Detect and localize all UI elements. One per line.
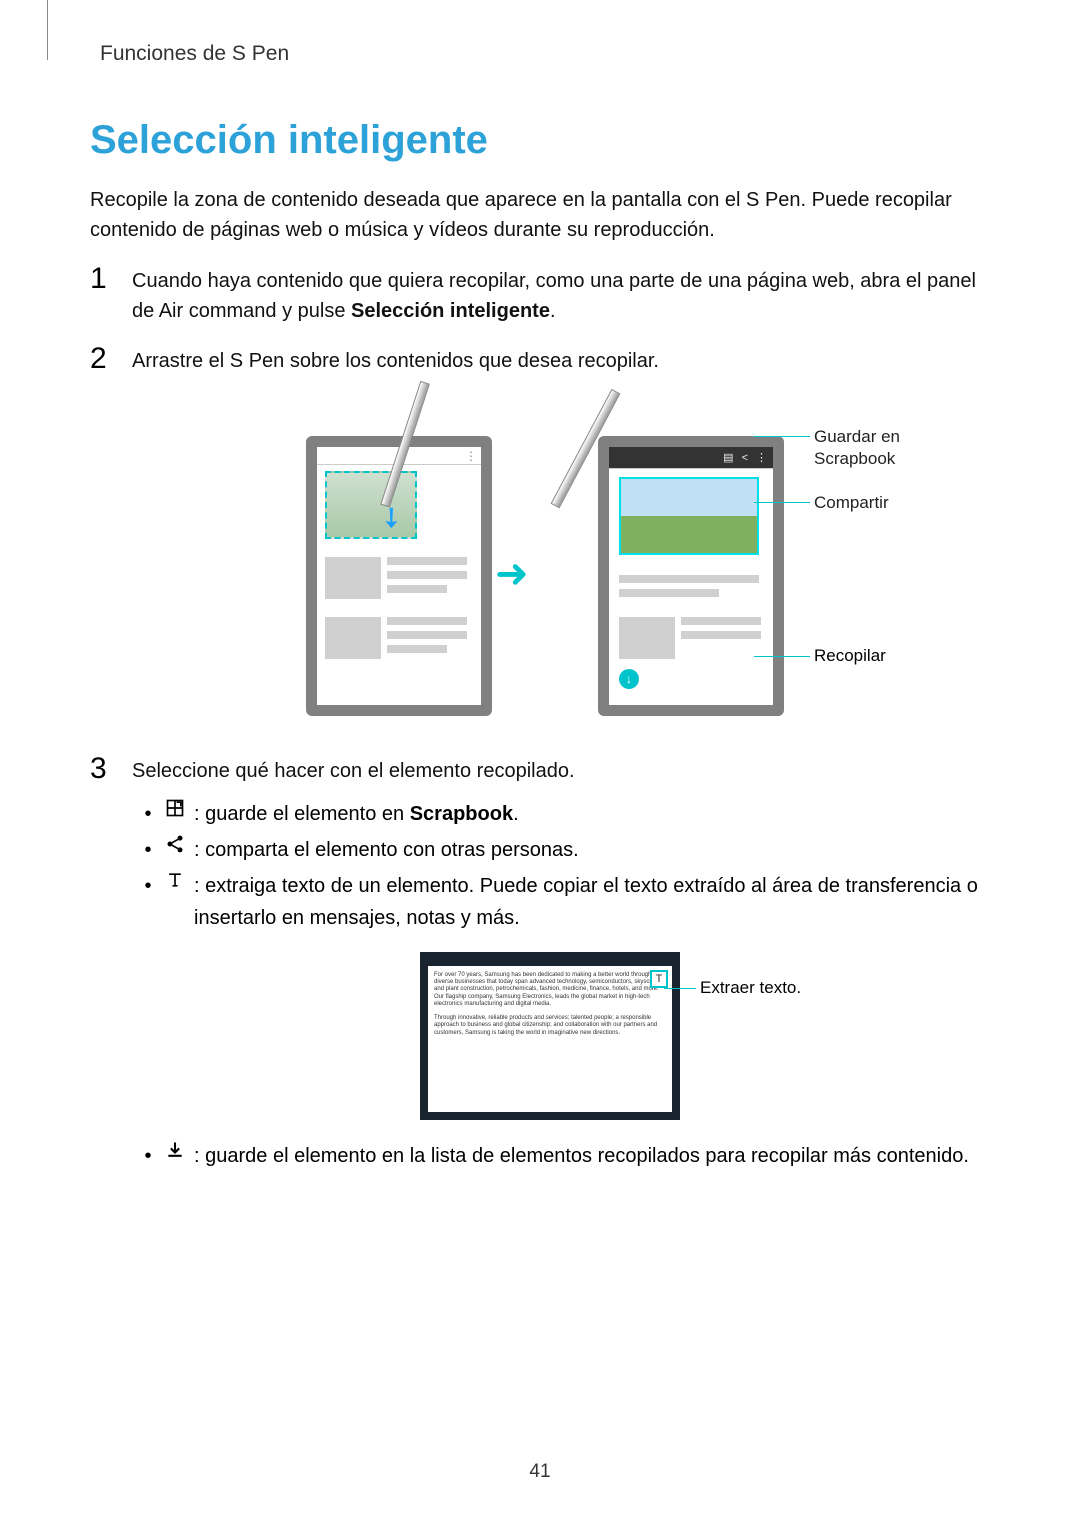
extract-screenshot: T For over 70 years, Samsung has been de… (420, 952, 680, 1120)
callout-collect: Recopilar (814, 646, 886, 666)
placeholder-line (681, 617, 761, 625)
phone-after: ▤ < ⋮ ↓ (598, 436, 784, 716)
selected-content (619, 477, 759, 555)
b1-bold: Scrapbook (410, 803, 513, 825)
step-2-text: Arrastre el S Pen sobre los contenidos q… (132, 342, 659, 376)
step-1-bold: Selección inteligente (351, 300, 550, 322)
step-1-text: Cuando haya contenido que quiera recopil… (132, 262, 990, 326)
placeholder-line (387, 617, 467, 625)
menu-dots-icon: ⋮ (756, 451, 767, 464)
scrapbook-icon: ▤ (723, 451, 733, 464)
extract-text-area: T For over 70 years, Samsung has been de… (428, 966, 672, 1112)
callout-save-scrapbook: Guardar en Scrapbook (814, 426, 900, 470)
placeholder-line (681, 631, 761, 639)
page-number: 41 (0, 1461, 1080, 1483)
intro-text: Recopile la zona de contenido deseada qu… (90, 185, 990, 245)
collect-button[interactable]: ↓ (619, 669, 639, 689)
transition-arrow-icon: ➜ (495, 551, 529, 597)
bullet-collect: • : guarde el elemento en la lista de el… (134, 1140, 990, 1172)
phone-after-topbar: ▤ < ⋮ (609, 447, 773, 469)
bullet-share-text: : comparta el elemento con otras persona… (194, 834, 990, 866)
placeholder-line (387, 631, 467, 639)
download-icon (162, 1140, 188, 1160)
bullet-collect-text: : guarde el elemento en la lista de elem… (194, 1140, 990, 1172)
placeholder-line (387, 645, 447, 653)
callout-group: Guardar en Scrapbook Compartir (814, 426, 900, 536)
bullet-dot: • (134, 1140, 162, 1172)
step-3-number: 3 (90, 752, 132, 786)
extract-figure: T For over 70 years, Samsung has been de… (180, 952, 940, 1122)
placeholder-block (325, 557, 381, 599)
bullet-list: • : guarde el elemento en Scrapbook. • :… (134, 798, 990, 934)
text-extract-button[interactable]: T (650, 970, 668, 988)
bullet-share: • : comparta el elemento con otras perso… (134, 834, 990, 866)
breadcrumb: Funciones de S Pen (100, 42, 289, 66)
text-extract-icon (162, 870, 188, 890)
bullet-extract: • : extraiga texto de un elemento. Puede… (134, 870, 990, 934)
share-icon (162, 834, 188, 854)
bullet-scrapbook: • : guarde el elemento en Scrapbook. (134, 798, 990, 830)
share-icon: < (742, 452, 748, 464)
placeholder-block (619, 617, 675, 659)
placeholder-line (387, 571, 467, 579)
menu-dots-icon: ⋮ (465, 449, 477, 463)
bullet-dot: • (134, 798, 162, 830)
b1-b: . (513, 803, 519, 825)
sample-paragraph-1: For over 70 years, Samsung has been dedi… (434, 972, 666, 1008)
callout-save-b: Scrapbook (814, 449, 895, 468)
callout-save-a: Guardar en (814, 427, 900, 446)
scrapbook-icon (162, 798, 188, 818)
step-3-text: Seleccione qué hacer con el elemento rec… (132, 752, 575, 786)
placeholder-line (387, 585, 447, 593)
sample-paragraph-2: Through innovative, reliable products an… (434, 1015, 666, 1037)
header-divider (47, 0, 48, 60)
placeholder-line (387, 557, 467, 565)
placeholder-line (619, 575, 759, 583)
bullet-scrapbook-text: : guarde el elemento en Scrapbook. (194, 798, 990, 830)
b1-a: : guarde el elemento en (194, 803, 410, 825)
bullet-list-2: • : guarde el elemento en la lista de el… (134, 1140, 990, 1172)
callout-share: Compartir (814, 492, 900, 514)
page-title: Selección inteligente (90, 118, 488, 163)
step-1-number: 1 (90, 262, 132, 326)
callout-extract-text: Extraer texto. (700, 978, 801, 998)
illustration-smart-select: ⋮ ➘ ➜ ▤ < ⋮ ↓ (180, 396, 940, 736)
step-1: 1 Cuando haya contenido que quiera recop… (90, 262, 990, 326)
step-1-text-b: . (550, 300, 556, 322)
step-2-number: 2 (90, 342, 132, 376)
placeholder-block (325, 617, 381, 659)
bullet-extract-text: : extraiga texto de un elemento. Puede c… (194, 870, 990, 934)
step-3: 3 Seleccione qué hacer con el elemento r… (90, 752, 990, 786)
bullet-dot: • (134, 870, 162, 902)
placeholder-line (619, 589, 719, 597)
bullet-dot: • (134, 834, 162, 866)
step-2: 2 Arrastre el S Pen sobre los contenidos… (90, 342, 990, 376)
